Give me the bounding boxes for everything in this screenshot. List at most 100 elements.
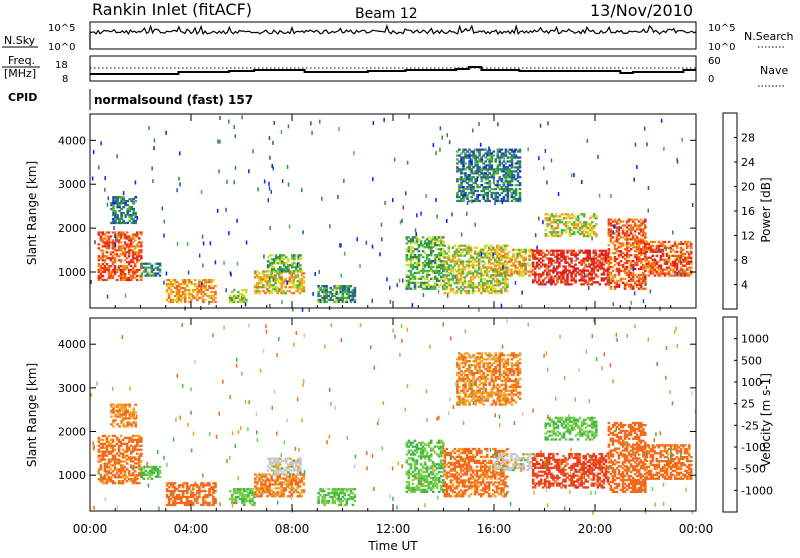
heatmap-cell — [522, 261, 525, 263]
heatmap-cell — [690, 253, 693, 255]
heatmap-cell — [518, 269, 521, 271]
heatmap-cell — [595, 215, 598, 217]
heatmap-cell — [490, 276, 493, 278]
heatmap-cell — [188, 504, 191, 506]
heatmap-cell — [494, 249, 497, 251]
heatmap-cell — [644, 232, 647, 234]
heatmap-cell — [98, 259, 101, 261]
heatmap-cell — [140, 437, 143, 439]
heatmap-cell — [134, 411, 137, 413]
heatmap-cell — [496, 292, 499, 294]
heatmap-cell — [273, 166, 275, 170]
heatmap-cell — [493, 182, 496, 184]
heatmap-cell — [430, 262, 433, 264]
heatmap-cell — [154, 138, 156, 142]
heatmap-cell — [504, 269, 507, 271]
heatmap-cell — [331, 289, 334, 291]
heatmap-cell — [464, 168, 467, 170]
heatmap-cell — [466, 196, 469, 198]
heatmap-cell — [410, 272, 413, 274]
heatmap-cell — [188, 279, 191, 281]
heatmap-cell — [329, 287, 332, 289]
heatmap-cell — [104, 259, 107, 261]
heatmap-cell — [536, 262, 539, 264]
heatmap-cell — [595, 250, 598, 252]
heatmap-cell — [618, 230, 621, 232]
heatmap-cell — [373, 121, 375, 125]
heatmap-cell — [126, 204, 129, 206]
heatmap-cell — [440, 272, 443, 274]
heatmap-cell — [274, 495, 277, 497]
heatmap-cell — [338, 301, 341, 303]
heatmap-cell — [420, 240, 423, 242]
heatmap-cell — [130, 425, 133, 427]
heatmap-cell — [208, 492, 211, 494]
heatmap-cell — [622, 256, 625, 258]
heatmap-cell — [291, 481, 294, 483]
heatmap-cell — [638, 280, 641, 282]
heatmap-cell — [644, 224, 647, 226]
heatmap-cell — [472, 192, 475, 194]
heatmap-cell — [605, 250, 608, 252]
heatmap-cell — [235, 134, 237, 138]
heatmap-cell — [297, 491, 300, 493]
heatmap-cell — [610, 240, 613, 242]
heatmap-cell — [495, 188, 498, 190]
heatmap-cell — [503, 196, 506, 198]
heatmap-cell — [519, 156, 522, 158]
heatmap-cell — [472, 278, 475, 280]
y-tick-label: 3000 — [58, 178, 86, 191]
heatmap-cell — [524, 257, 527, 259]
heatmap-cell — [303, 286, 306, 288]
heatmap-cell — [140, 233, 143, 235]
heatmap-cell — [456, 290, 459, 292]
heatmap-cell — [151, 166, 153, 170]
heatmap-cell — [412, 250, 415, 252]
heatmap-cell — [116, 198, 119, 200]
heatmap-cell — [680, 251, 683, 253]
heatmap-cell — [241, 492, 244, 494]
heatmap-cell — [203, 241, 205, 245]
heatmap-cell — [264, 481, 267, 483]
heatmap-cell — [212, 279, 215, 281]
heatmap-cell — [506, 245, 509, 247]
heatmap-cell — [642, 222, 645, 224]
heatmap-cell — [114, 413, 117, 415]
heatmap-cell — [608, 248, 611, 250]
heatmap-cell — [509, 168, 512, 170]
heatmap-cell — [134, 212, 137, 214]
heatmap-cell — [506, 290, 509, 292]
heatmap-cell — [196, 500, 199, 502]
heatmap-cell — [690, 267, 693, 269]
heatmap-cell — [634, 230, 637, 232]
heatmap-cell — [512, 253, 515, 255]
heatmap-cell — [108, 231, 111, 233]
heatmap-cell — [640, 224, 643, 226]
heatmap-cell — [226, 180, 228, 184]
heatmap-cell — [372, 299, 374, 303]
heatmap-cell — [130, 445, 133, 447]
heatmap-cell — [461, 233, 463, 237]
heatmap-cell — [661, 119, 663, 123]
heatmap-cell — [291, 264, 294, 266]
heatmap-cell — [272, 491, 275, 493]
heatmap-cell — [124, 413, 127, 415]
heatmap-cell — [212, 492, 215, 494]
heatmap-cell — [343, 179, 345, 183]
heatmap-cell — [458, 149, 461, 151]
heatmap-cell — [573, 231, 576, 233]
heatmap-cell — [524, 253, 527, 255]
heatmap-cell — [100, 273, 103, 275]
heatmap-cell — [456, 292, 459, 294]
heatmap-cell — [603, 264, 606, 266]
heatmap-cell — [493, 150, 496, 152]
heatmap-cell — [344, 252, 346, 256]
heatmap-cell — [524, 259, 527, 261]
heatmap-cell — [258, 292, 261, 294]
heatmap-cell — [271, 190, 273, 194]
heatmap-cell — [223, 261, 225, 265]
heatmap-cell — [337, 195, 339, 199]
heatmap-cell — [466, 194, 469, 196]
heatmap-cell — [510, 259, 513, 261]
heatmap-cell — [644, 288, 647, 290]
